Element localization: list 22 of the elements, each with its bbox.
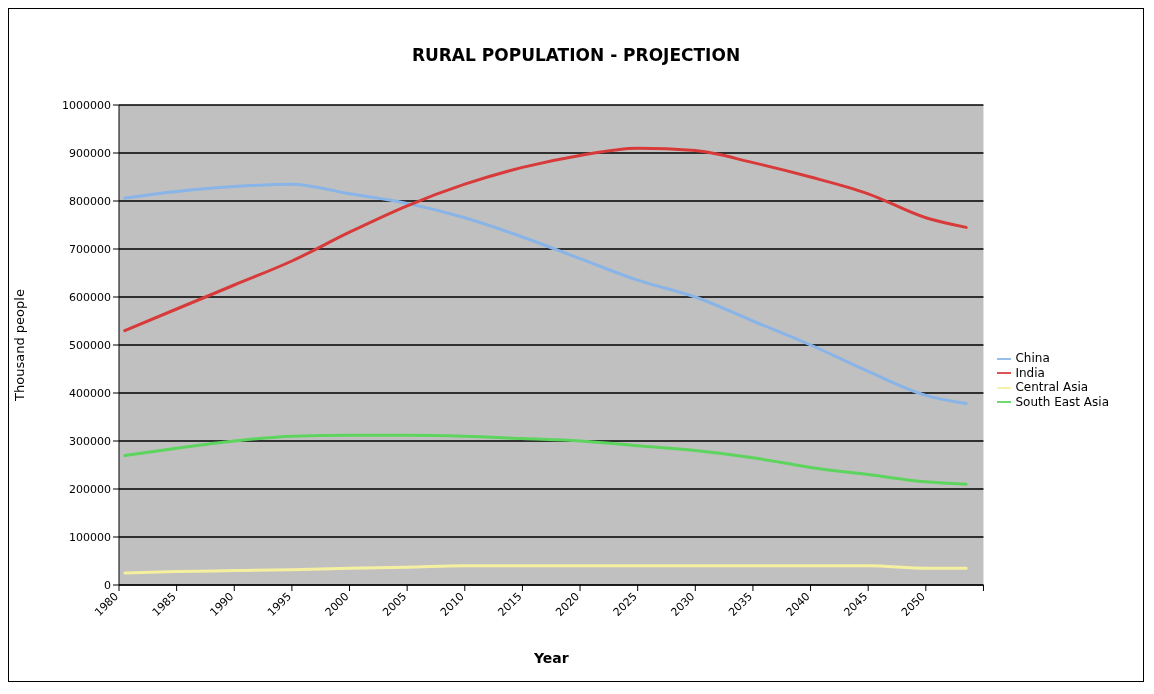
line-series (123, 182, 968, 406)
y-tick-label: 100000 (69, 530, 111, 544)
legend-label: South East Asia (1015, 394, 1109, 409)
y-tick-label: 700000 (69, 242, 111, 256)
y-tick-label: 0 (104, 578, 111, 592)
line-series (123, 146, 968, 333)
y-tick-label: 800000 (69, 194, 111, 208)
y-axis-title: Thousand people (11, 289, 27, 402)
chart-title: RURAL POPULATION - PROJECTION (410, 44, 742, 67)
y-tick-label: 200000 (69, 482, 111, 496)
y-tick-label: 500000 (69, 338, 111, 352)
x-axis-title: Year (532, 650, 569, 666)
y-tick-label: 900000 (69, 146, 111, 160)
y-tick-label: 600000 (69, 290, 111, 304)
legend-label: India (1015, 365, 1045, 380)
line-series (123, 433, 968, 486)
line-series (123, 564, 968, 575)
y-tick-label: 1000000 (62, 98, 111, 112)
legend-label: China (1015, 351, 1050, 365)
y-tick-label: 400000 (69, 386, 111, 400)
legend-label: Central Asia (1015, 380, 1089, 394)
y-tick-label: 300000 (69, 434, 111, 448)
